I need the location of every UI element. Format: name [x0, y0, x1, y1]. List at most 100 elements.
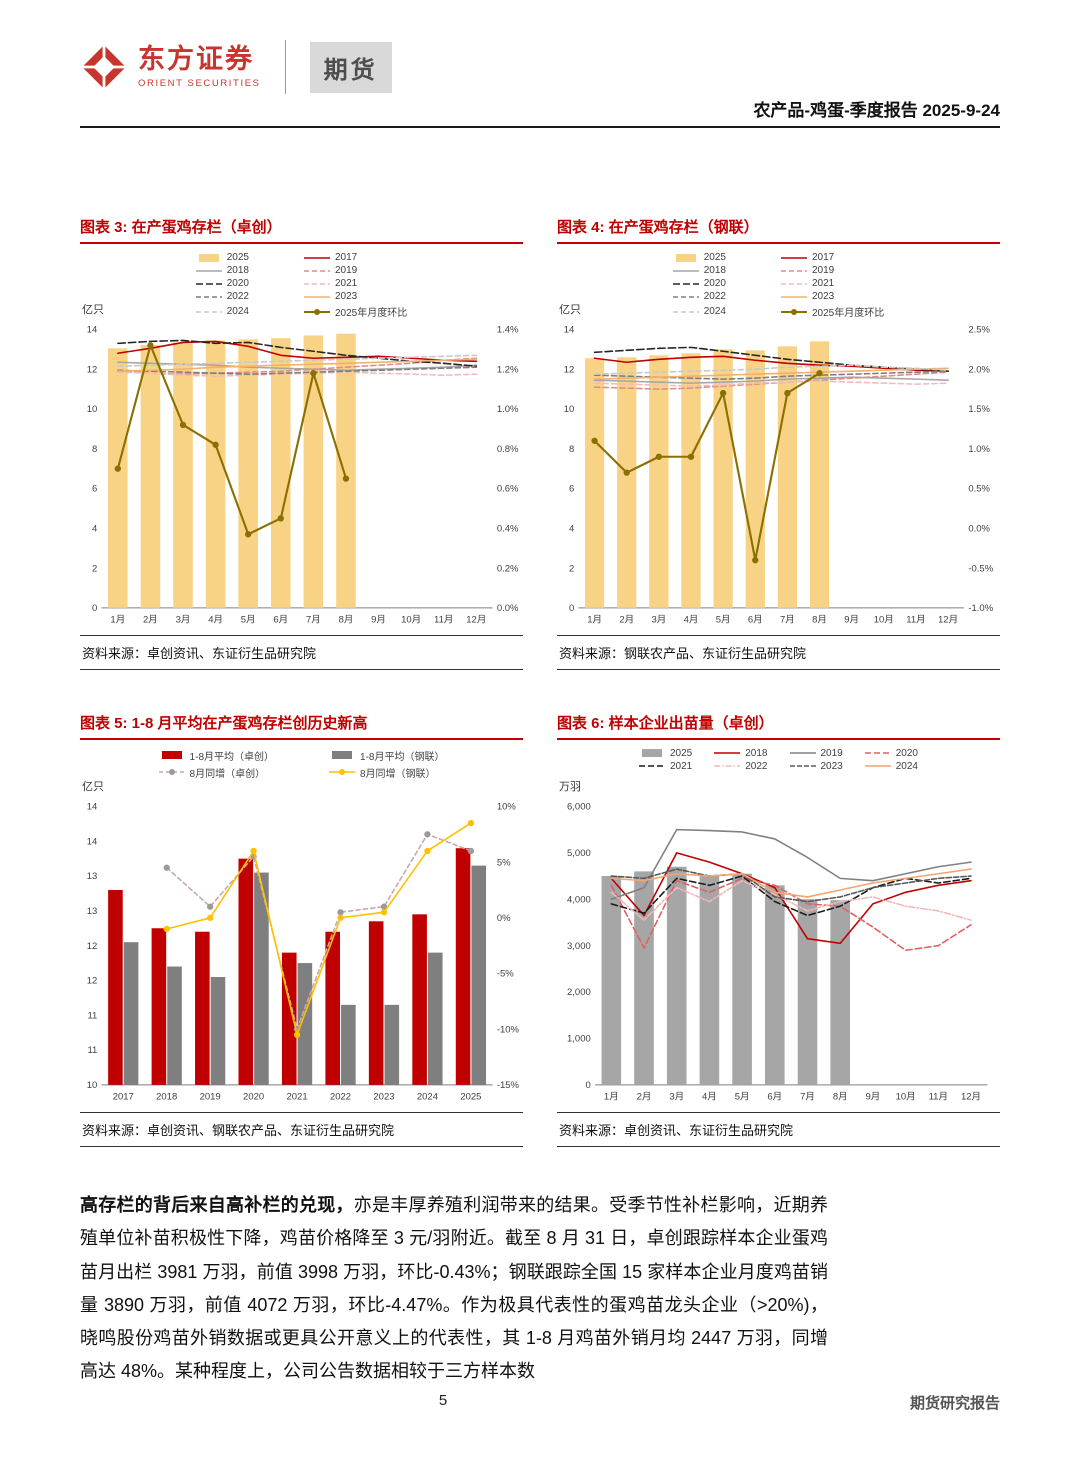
legend-line-swatch-icon: [158, 769, 185, 776]
svg-text:4月: 4月: [702, 1092, 717, 1103]
svg-text:3,000: 3,000: [567, 941, 591, 952]
legend-line-swatch-icon: [304, 256, 330, 259]
svg-text:6月: 6月: [748, 615, 763, 626]
legend-item: 8月同增（卓创）: [158, 765, 274, 780]
legend-item: 2025: [673, 252, 726, 263]
legend-label: 2020: [895, 747, 918, 759]
svg-text:11月: 11月: [906, 615, 925, 626]
chart-legend: 2025 2017 2018 2019 2020 2021 2022 2023 2024 2025…: [195, 252, 407, 319]
legend-line-swatch-icon: [864, 765, 891, 768]
legend-line-swatch-icon: [714, 765, 741, 768]
legend-label: 2024: [895, 760, 918, 772]
svg-text:7月: 7月: [800, 1092, 815, 1103]
svg-text:4: 4: [569, 523, 574, 534]
svg-text:2月: 2月: [637, 1092, 652, 1103]
legend-item: 2025: [639, 748, 692, 759]
chart-legend: 1-8月平均（卓创） 1-8月平均（钢联） 8月同增（卓创） 8月同增（钢联）: [158, 748, 444, 796]
svg-text:12月: 12月: [466, 615, 486, 626]
svg-text:0.8%: 0.8%: [497, 444, 519, 455]
legend-label: 2025年月度环比: [812, 308, 885, 319]
chart-header-area: 万羽 2025 2018 2019 2020 2021 2022 2023 2024: [557, 740, 1000, 796]
chart-legend: 2025 2017 2018 2019 2020 2021 2022 2023 2024 2025…: [672, 252, 884, 319]
legend-item: 2020: [195, 278, 249, 289]
chart-header-area: 亿只 2025 2017 2018 2019 2020 2021 2022 2023 2024 2…: [80, 244, 523, 319]
svg-text:13: 13: [87, 871, 98, 882]
legend-item: 2018: [195, 265, 249, 276]
legend-line-swatch-icon: [639, 765, 665, 768]
svg-text:14: 14: [87, 802, 98, 813]
logo-diamond-icon: [82, 45, 126, 89]
svg-text:2022: 2022: [330, 1092, 351, 1103]
svg-text:14: 14: [87, 325, 98, 336]
svg-text:14: 14: [564, 325, 575, 336]
svg-text:10月: 10月: [401, 615, 421, 626]
svg-text:1.0%: 1.0%: [968, 444, 990, 455]
svg-text:5月: 5月: [735, 1092, 750, 1103]
report-title: 农产品-鸡蛋-季度报告 2025-9-24: [753, 101, 1000, 120]
legend-item: 2018: [672, 265, 726, 276]
legend-item: 2023: [781, 291, 884, 302]
header-rule: [80, 126, 1000, 128]
legend-bar-swatch-icon: [675, 253, 696, 262]
svg-text:12: 12: [87, 976, 98, 987]
legend-item: 2022: [714, 761, 768, 772]
svg-text:10: 10: [564, 404, 575, 415]
svg-text:0.6%: 0.6%: [497, 484, 519, 495]
svg-text:5,000: 5,000: [567, 848, 591, 859]
axis-unit-label: 亿只: [82, 304, 104, 316]
legend-item: 8月同增（钢联）: [329, 765, 444, 780]
svg-text:3月: 3月: [651, 615, 666, 626]
legend-item: 2017: [781, 252, 884, 263]
svg-text:2月: 2月: [143, 615, 158, 626]
svg-text:9月: 9月: [371, 615, 386, 626]
body-paragraph: 高存栏的背后来自高补栏的兑现，亦是丰厚养殖利润带来的结果。受季节性补栏影响，近期…: [80, 1189, 828, 1389]
legend-bar-swatch-icon: [332, 751, 352, 760]
svg-text:7月: 7月: [780, 615, 795, 626]
svg-text:-0.5%: -0.5%: [968, 563, 993, 574]
legend-line-swatch-icon: [789, 752, 816, 755]
chart-header-area: 亿只 1-8月平均（卓创） 1-8月平均（钢联） 8月同增（卓创） 8月同增（钢联）: [80, 740, 523, 796]
legend-line-swatch-icon: [781, 308, 807, 315]
svg-text:2,000: 2,000: [567, 987, 591, 998]
svg-text:0.2%: 0.2%: [497, 563, 519, 574]
svg-text:10月: 10月: [896, 1092, 916, 1103]
body-paragraph-text: 亦是丰厚养殖利润带来的结果。受季节性补栏影响，近期养殖单位补苗积极性下降，鸡苗价…: [80, 1194, 828, 1382]
legend-line-swatch-icon: [304, 308, 330, 315]
chart-plot: 0 2 4 6 8 10 12 14 -1.0% -0.5% 0.0% 0.5% 1.0% 1.5% 2.0…: [564, 325, 994, 626]
legend-item: 2021: [639, 761, 692, 772]
svg-text:2: 2: [569, 563, 574, 574]
legend-label: 2023: [335, 291, 358, 302]
legend-line-swatch-icon: [304, 282, 330, 285]
legend-label: 8月同增（钢联）: [360, 768, 436, 780]
svg-text:1,000: 1,000: [567, 1034, 591, 1045]
svg-text:-5%: -5%: [497, 969, 514, 980]
charts-grid: 图表 3: 在产蛋鸡存栏（卓创） 亿只 2025 2017 2018 2019 2020…: [80, 216, 1000, 1147]
svg-text:12: 12: [87, 364, 98, 375]
legend-item: 1-8月平均（卓创）: [159, 748, 274, 763]
legend-item: 2019: [789, 748, 843, 759]
svg-text:4,000: 4,000: [567, 894, 591, 905]
svg-text:9月: 9月: [866, 1092, 881, 1103]
svg-text:12月: 12月: [938, 615, 958, 626]
svg-text:10%: 10%: [497, 802, 517, 813]
svg-text:1月: 1月: [604, 1092, 619, 1103]
legend-label: 2024: [703, 306, 726, 317]
legend-label: 2025: [670, 747, 693, 759]
svg-text:2.5%: 2.5%: [968, 325, 990, 336]
axis-unit-label: 万羽: [559, 780, 581, 793]
svg-text:12: 12: [564, 364, 575, 375]
svg-text:11: 11: [87, 1045, 97, 1056]
legend-item: 2020: [672, 278, 726, 289]
svg-text:2017: 2017: [113, 1092, 134, 1103]
chart-source: 资料来源：钢联农产品、东证衍生品研究院: [557, 634, 1000, 670]
legend-item: 2025年月度环比: [781, 304, 884, 319]
legend-line-swatch-icon: [672, 295, 699, 298]
legend-line-swatch-icon: [714, 752, 741, 755]
legend-item: 2017: [304, 252, 407, 263]
legend-line-swatch-icon: [195, 269, 222, 272]
svg-text:-1.0%: -1.0%: [968, 603, 993, 614]
svg-text:2月: 2月: [619, 615, 634, 626]
chart-legend: 2025 2018 2019 2020 2021 2022 2023 2024: [639, 748, 918, 796]
svg-text:6: 6: [92, 484, 97, 495]
chart-block-4: 图表 4: 在产蛋鸡存栏（钢联） 亿只 2025 2017 2018 2019 2020…: [557, 216, 1000, 670]
